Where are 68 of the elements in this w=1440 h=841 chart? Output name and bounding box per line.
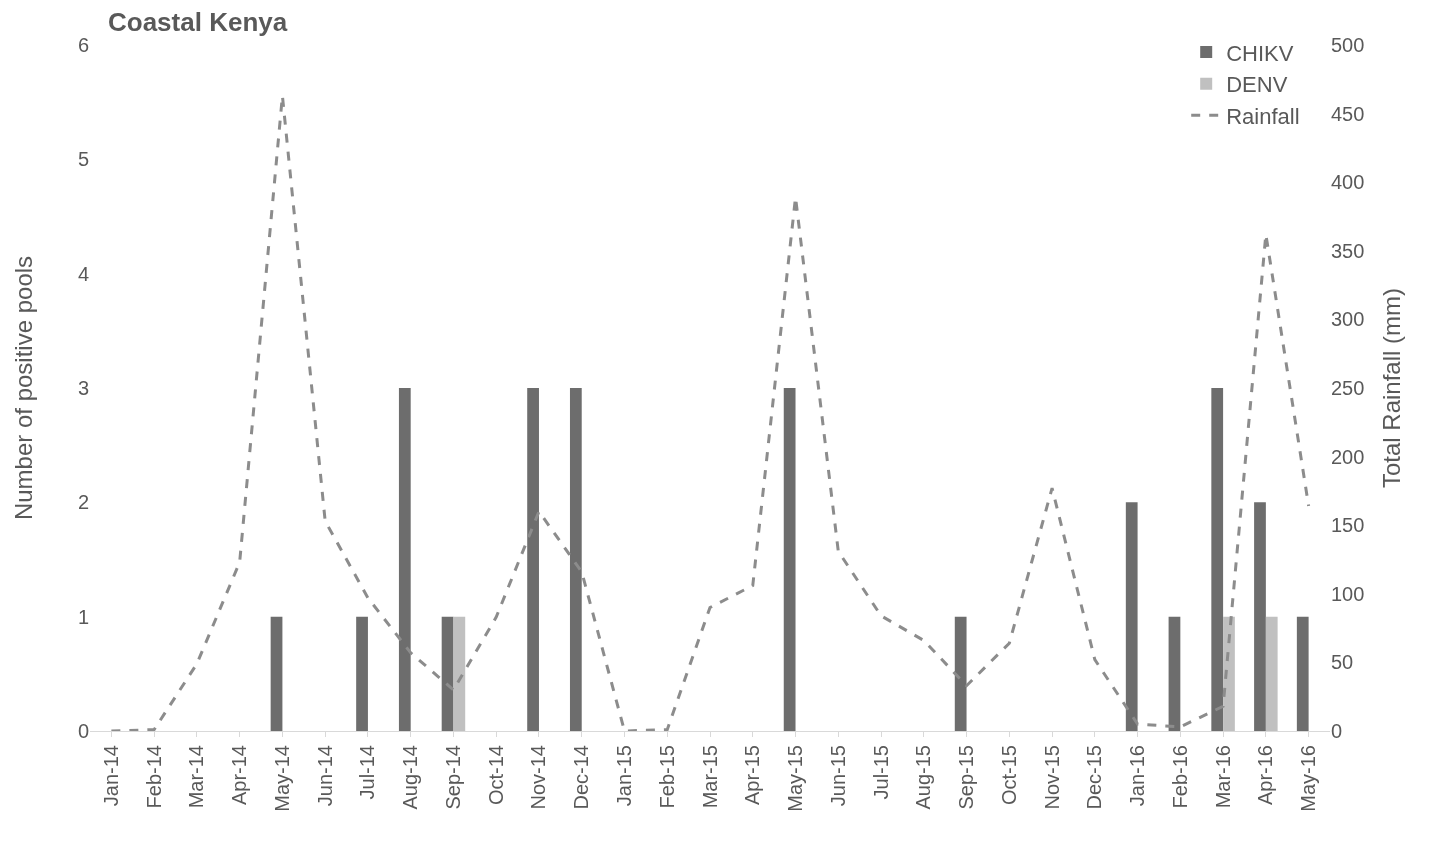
y-tick-label: 6 — [77, 34, 89, 56]
bar — [441, 616, 454, 731]
y2-tick-label: 50 — [1331, 651, 1354, 674]
x-tick-label: Jun-15 — [826, 745, 849, 807]
x-tick-label: Apr-15 — [741, 745, 764, 806]
x-tick-label: May-15 — [784, 745, 807, 812]
y2-tick-label: 500 — [1331, 34, 1365, 56]
legend-label: Rainfall — [1226, 103, 1300, 129]
y-tick-label: 0 — [77, 720, 89, 742]
x-tick-label: Feb-15 — [655, 745, 678, 809]
x-tick-label: Sep-14 — [441, 745, 464, 810]
x-tick-label: Feb-16 — [1168, 745, 1191, 809]
y-tick-label: 4 — [77, 262, 89, 285]
bar — [356, 616, 368, 731]
bar — [527, 388, 539, 731]
x-tick-label: Oct-15 — [997, 745, 1020, 806]
bar — [453, 616, 466, 731]
bar — [1254, 502, 1266, 731]
bar — [1296, 616, 1309, 731]
bar — [783, 388, 796, 731]
bar — [1265, 616, 1278, 731]
y2-tick-label: 350 — [1331, 239, 1365, 262]
legend-label: CHIKV — [1226, 40, 1294, 66]
x-tick-label: May-16 — [1297, 745, 1320, 812]
chart-title: Coastal Kenya — [108, 6, 288, 37]
y2-tick-label: 150 — [1331, 514, 1365, 537]
x-tick-label: Feb-14 — [142, 745, 165, 809]
bar — [954, 616, 967, 731]
y-tick-label: 2 — [77, 491, 89, 514]
x-tick-label: Aug-15 — [912, 745, 935, 810]
x-tick-label: Mar-16 — [1211, 745, 1234, 809]
y2-tick-label: 0 — [1331, 720, 1343, 742]
x-tick-label: Apr-14 — [228, 745, 251, 806]
x-tick-label: Jan-15 — [612, 745, 635, 807]
x-tick-label: May-14 — [270, 745, 293, 812]
y-tick-label: 5 — [77, 148, 89, 171]
x-tick-label: Jan-14 — [99, 745, 122, 807]
bar — [398, 388, 411, 731]
x-tick-label: Mar-14 — [185, 745, 208, 809]
x-tick-label: Sep-15 — [955, 745, 978, 810]
x-tick-label: Dec-15 — [1083, 745, 1106, 810]
y2-tick-label: 250 — [1331, 377, 1365, 399]
y2-tick-label: 100 — [1331, 582, 1365, 605]
x-tick-label: Jul-14 — [356, 745, 379, 800]
x-tick-label: Mar-15 — [698, 745, 721, 809]
y2-axis-title: Total Rainfall (mm) — [1378, 287, 1405, 489]
x-tick-label: Nov-14 — [527, 745, 550, 810]
x-tick-label: Jul-15 — [869, 745, 892, 800]
y2-tick-label: 450 — [1331, 102, 1365, 125]
bar — [569, 388, 582, 731]
x-tick-label: Jan-16 — [1126, 745, 1149, 807]
x-tick-label: Aug-14 — [399, 745, 422, 810]
y-axis-title: Number of positive pools — [10, 255, 37, 521]
x-tick-label: Nov-15 — [1040, 745, 1063, 810]
x-tick-label: Dec-14 — [570, 745, 593, 810]
bar — [270, 616, 283, 731]
bar — [1125, 502, 1138, 731]
y2-tick-label: 200 — [1331, 445, 1365, 468]
x-tick-label: Jun-14 — [313, 745, 336, 807]
legend-label: DENV — [1226, 72, 1288, 98]
y2-tick-label: 400 — [1331, 171, 1365, 194]
x-tick-label: Oct-14 — [484, 745, 507, 806]
y2-tick-label: 300 — [1331, 308, 1365, 331]
bar — [1168, 616, 1181, 731]
x-tick-label: Apr-16 — [1254, 745, 1277, 806]
y-tick-label: 1 — [77, 605, 89, 628]
bar — [1211, 388, 1224, 731]
y-tick-label: 3 — [77, 377, 89, 399]
